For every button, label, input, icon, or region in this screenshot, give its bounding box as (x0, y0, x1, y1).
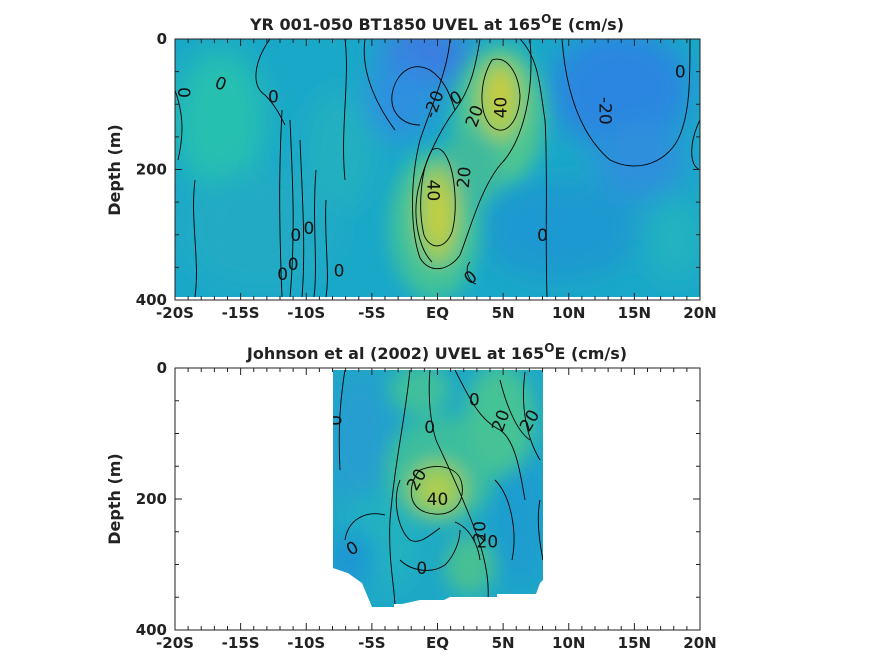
x-tick-label: 10N (552, 304, 585, 322)
x-tick-label: 20N (683, 634, 716, 652)
contour-label: 0 (288, 255, 299, 275)
x-tick-label: -15S (222, 634, 260, 652)
contour-label: 0 (324, 415, 344, 426)
x-tick-label: -5S (358, 634, 385, 652)
chart-title-bottom: Johnson et al (2002) UVEL at 165OE (cm/s… (246, 341, 627, 363)
contour-label: 0 (268, 87, 279, 107)
contour-label: 0 (424, 418, 435, 438)
x-tick-label: 15N (618, 634, 651, 652)
contour-label: 0 (303, 219, 314, 239)
contour-label: 0 (537, 226, 548, 246)
chart-panel-bottom: Johnson et al (2002) UVEL at 165OE (cm/s… (105, 341, 717, 652)
contour-label: 20 (471, 521, 491, 543)
x-tick-label: 5N (492, 304, 515, 322)
contour-label: 20 (454, 166, 476, 189)
x-tick-label: 5N (492, 634, 515, 652)
y-axis-label-top: Depth (m) (105, 124, 124, 216)
contour-label: 40 (492, 97, 512, 119)
contour-label: 20 (477, 533, 499, 553)
chart-title-top: YR 001-050 BT1850 UVEL at 165OE (cm/s) (249, 12, 624, 34)
y-tick-label: 400 (136, 291, 167, 309)
contour-label: 0 (173, 87, 193, 98)
contour-label: 0 (277, 265, 288, 285)
contour-label: -20 (595, 97, 615, 125)
contour-label: 0 (675, 63, 686, 83)
x-tick-label: 10N (552, 634, 585, 652)
x-tick-label: -15S (222, 304, 260, 322)
contour-label: 0 (334, 262, 345, 282)
y-tick-label: 200 (136, 161, 167, 179)
x-tick-label: -20S (156, 304, 194, 322)
x-tick-label: EQ (426, 634, 449, 652)
contour-label: 0 (469, 390, 480, 410)
x-tick-label: 20N (683, 304, 716, 322)
x-tick-label: 15N (618, 304, 651, 322)
x-tick-label: -5S (358, 304, 385, 322)
y-tick-label: 0 (157, 30, 167, 48)
y-axis-label-bottom: Depth (m) (105, 453, 124, 545)
y-tick-label: 400 (136, 621, 167, 639)
contour-label: 0 (290, 226, 301, 246)
y-tick-label: 0 (157, 359, 167, 377)
contour-label: 40 (427, 490, 449, 510)
chart-panel-top: YR 001-050 BT1850 UVEL at 165OE (cm/s) (105, 12, 717, 322)
contour-label: 0 (416, 559, 427, 579)
x-tick-label: EQ (426, 304, 449, 322)
y-tick-label: 200 (136, 490, 167, 508)
x-tick-label: -10S (287, 634, 325, 652)
x-tick-label: -20S (156, 634, 194, 652)
contour-label: 40 (423, 180, 443, 202)
x-tick-label: -10S (287, 304, 325, 322)
